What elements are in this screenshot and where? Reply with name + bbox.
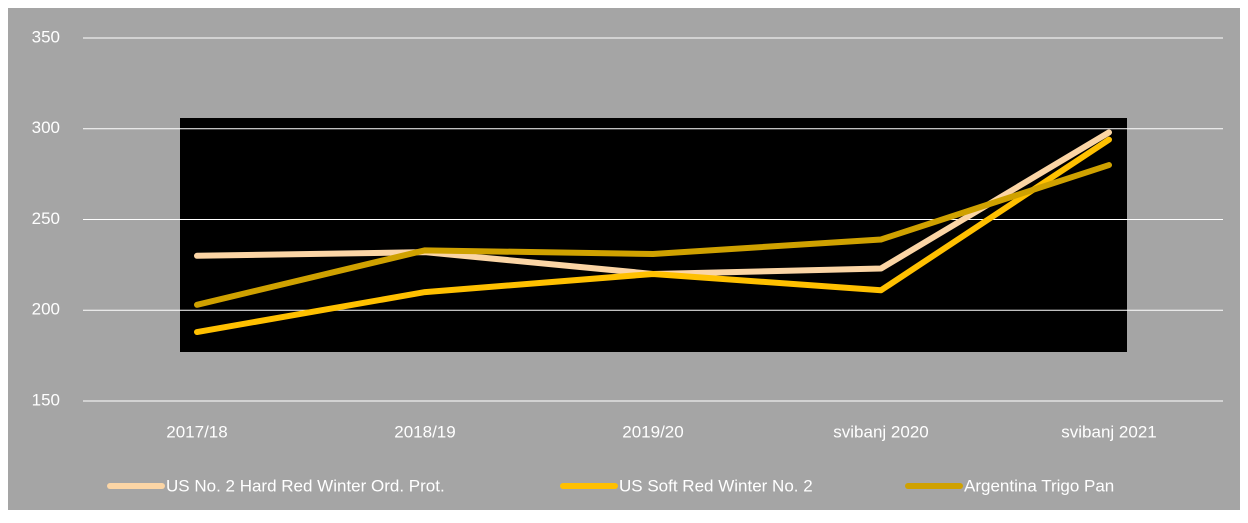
y-tick-label: 300 <box>32 118 60 137</box>
legend-label: Argentina Trigo Pan <box>964 476 1114 495</box>
y-tick-label: 150 <box>32 390 60 409</box>
x-tick-label: 2019/20 <box>622 422 683 441</box>
y-tick-label: 200 <box>32 300 60 319</box>
x-tick-label: svibanj 2020 <box>833 422 928 441</box>
line-series <box>194 136 1112 336</box>
line-series <box>194 162 1112 308</box>
y-tick-label: 250 <box>32 209 60 228</box>
x-tick-label: 2017/18 <box>166 422 227 441</box>
legend-label: US No. 2 Hard Red Winter Ord. Prot. <box>166 476 445 495</box>
y-tick-label: 350 <box>32 27 60 46</box>
legend-label: US Soft Red Winter No. 2 <box>619 476 813 495</box>
x-tick-label: svibanj 2021 <box>1061 422 1156 441</box>
plot-panel <box>180 118 1127 352</box>
x-tick-label: 2018/19 <box>394 422 455 441</box>
